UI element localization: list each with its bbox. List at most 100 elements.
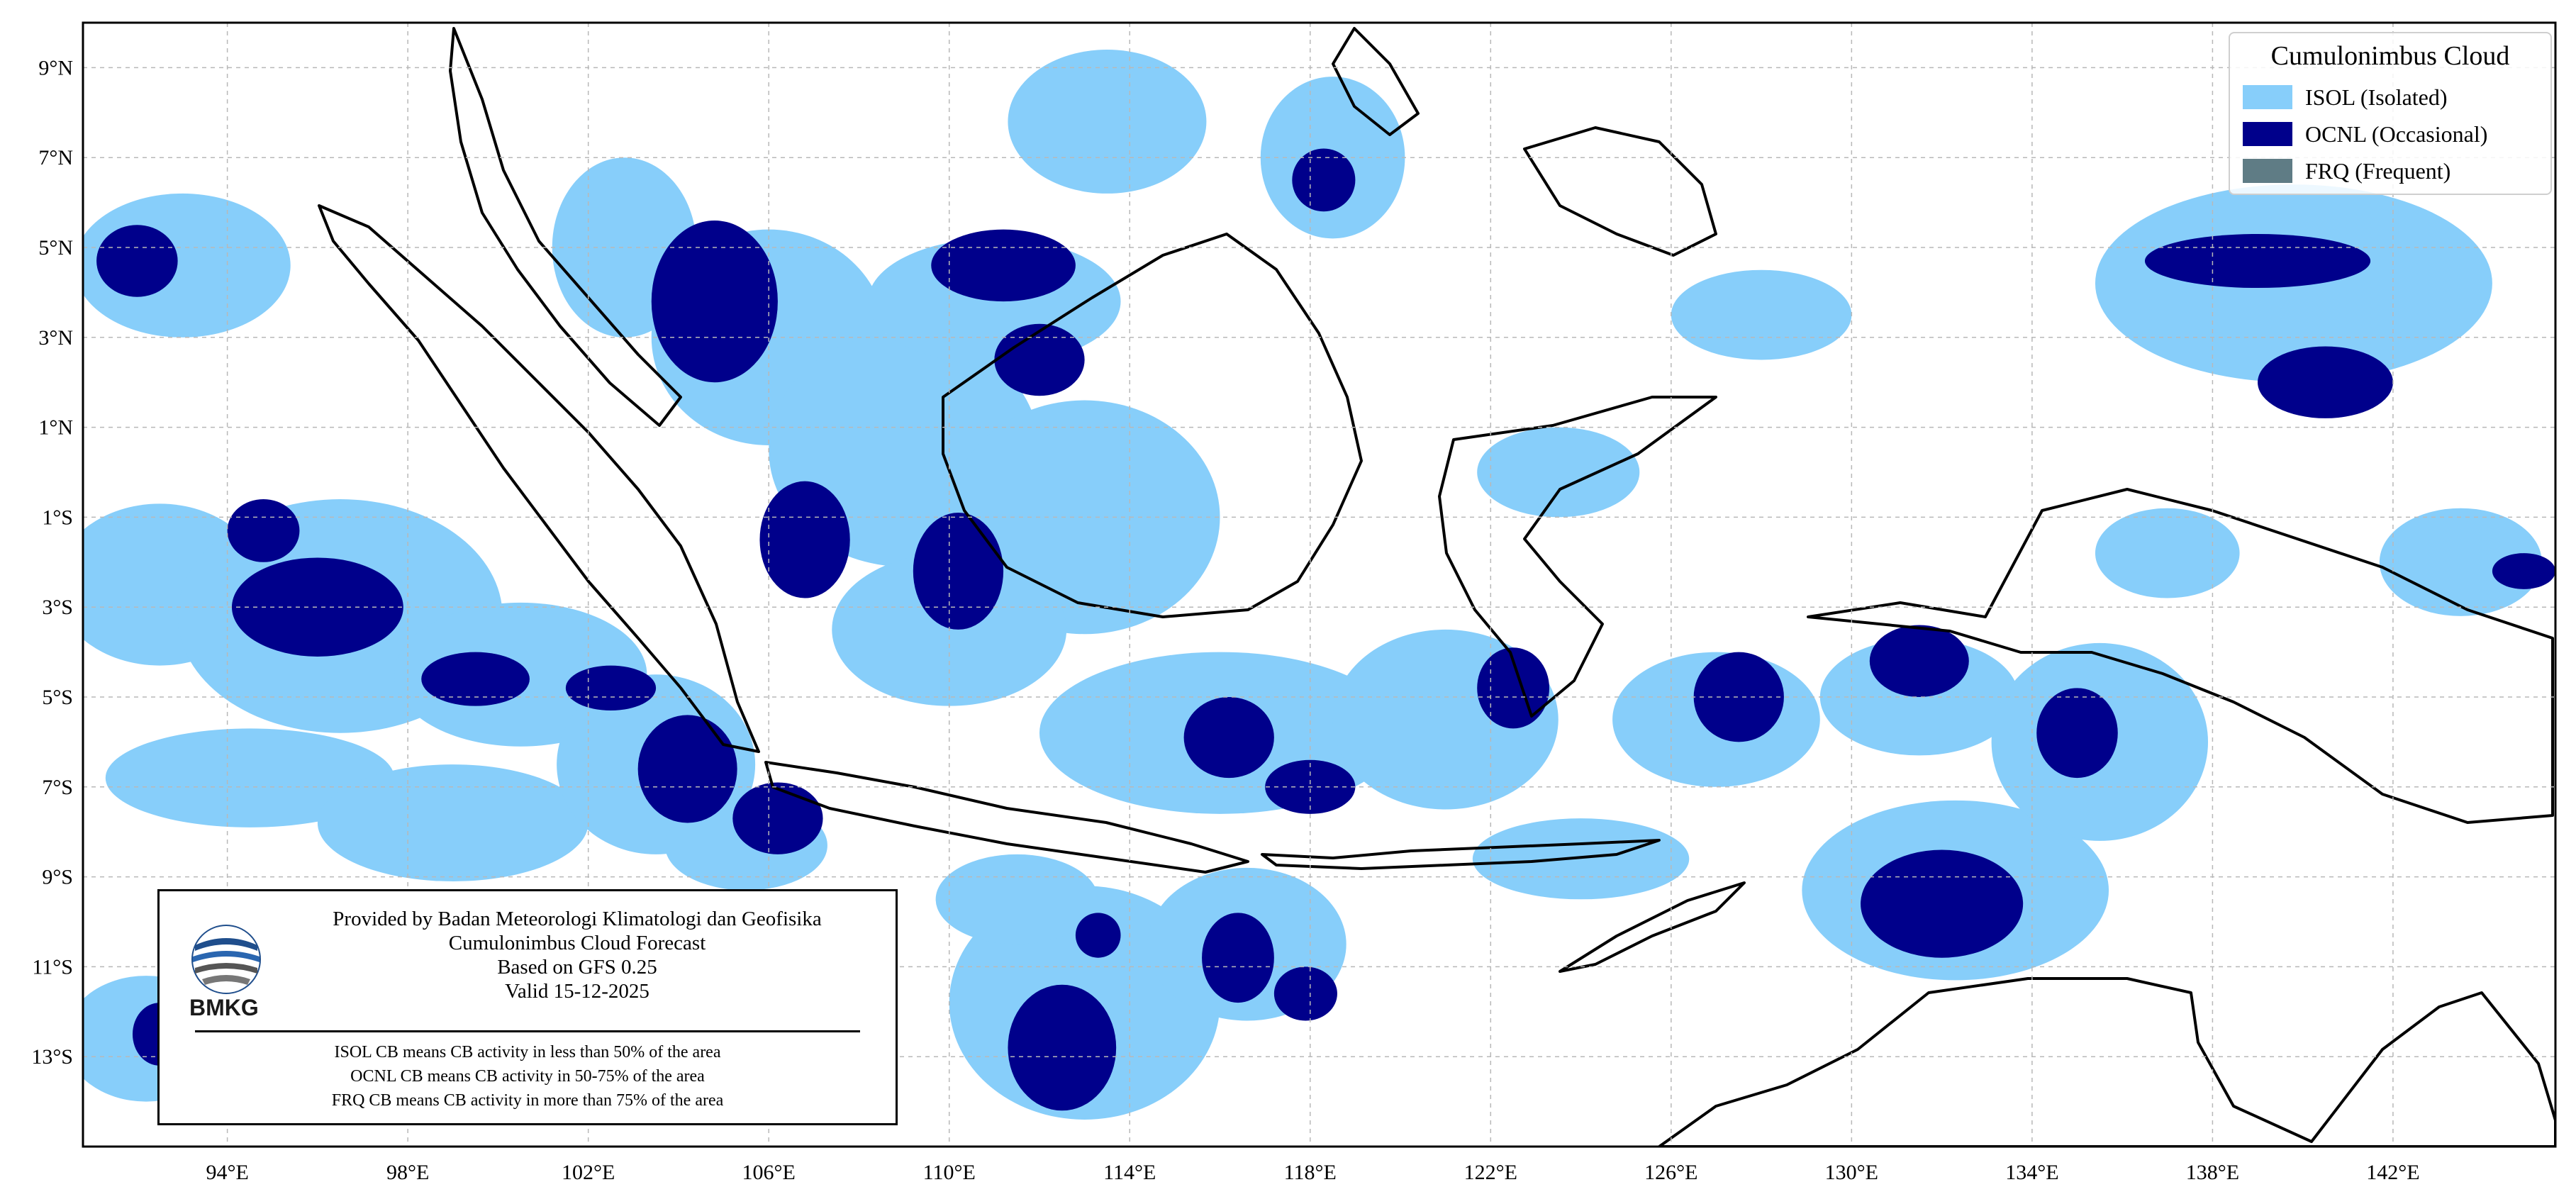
- lesser-sunda-coast: [1261, 839, 1661, 870]
- longitude-tick-label: 122°E: [1464, 1161, 1517, 1184]
- ocnl-cell-21: [2036, 688, 2118, 779]
- philippines-coast: [1332, 27, 1420, 136]
- latitude-tick-label: 7°S: [42, 776, 73, 799]
- ocnl-cell-24: [2492, 553, 2555, 589]
- info-valid-date: Valid 15-12-2025: [505, 980, 649, 1003]
- isol-cell-5: [317, 764, 589, 881]
- ocnl-cell-17: [1273, 966, 1337, 1021]
- ocnl-cell-0: [96, 225, 178, 297]
- legend-item-ocnl: OCNL (Occasional): [2243, 116, 2538, 152]
- ocnl-cell-2: [227, 499, 300, 562]
- borneo-coast: [942, 233, 1363, 618]
- legend-label-ocnl: OCNL (Occasional): [2305, 121, 2488, 147]
- ocnl-cell-20: [1861, 849, 2024, 958]
- ocnl-cell-12: [1183, 697, 1274, 779]
- coastlines: [318, 27, 2555, 1147]
- ocnl-cell-6: [732, 782, 823, 854]
- legend-swatch-isol: [2243, 85, 2292, 109]
- legend-swatch-frq: [2243, 159, 2292, 183]
- ocnl-cell-8: [759, 481, 850, 598]
- ocnl-cell-1: [231, 557, 403, 657]
- ocnl-cell-7: [651, 220, 778, 383]
- latitude-tick-label: 9°S: [42, 866, 73, 889]
- longitude-tick-label: 142°E: [2366, 1161, 2419, 1184]
- isol-cell-26: [1671, 269, 1852, 360]
- latitude-tick-label: 13°S: [31, 1045, 73, 1069]
- ocnl-cloud-layer: [96, 148, 2555, 1111]
- info-lines: Provided by Badan Meteorologi Klimatolog…: [273, 907, 881, 1003]
- malay-peninsula-coast: [449, 27, 682, 427]
- latitude-tick-label: 11°S: [32, 955, 73, 979]
- info-provider: Provided by Badan Meteorologi Klimatolog…: [333, 908, 822, 930]
- sulawesi-coast: [1438, 396, 1717, 718]
- isol-cell-31: [1472, 818, 1690, 900]
- ocnl-cell-9: [913, 513, 1004, 630]
- legend-swatch-ocnl: [2243, 122, 2292, 146]
- latitude-tick-label: 3°N: [38, 326, 73, 350]
- longitude-tick-label: 134°E: [2005, 1161, 2058, 1184]
- ocnl-cell-18: [1693, 652, 1784, 742]
- info-product: Cumulonimbus Cloud Forecast: [448, 932, 706, 954]
- isol-cell-28: [2095, 508, 2240, 598]
- longitude-tick-label: 118°E: [1284, 1161, 1337, 1184]
- ocnl-cell-16: [1075, 913, 1121, 958]
- legend-title: Cumulonimbus Cloud: [2270, 41, 2510, 71]
- latitude-tick-label: 5°S: [42, 686, 73, 709]
- latitude-tick-label: 1°S: [42, 506, 73, 529]
- java-coast: [764, 761, 1249, 874]
- isol-cell-14: [1008, 50, 1207, 194]
- legend-item-frq: FRQ (Frequent): [2243, 152, 2538, 189]
- legend-label-frq: FRQ (Frequent): [2305, 157, 2451, 184]
- isol-cell-27: [1477, 427, 1640, 518]
- longitude-tick-labels: 94°E 98°E 102°E 106°E 110°E 114°E 118°E 122°E 12…: [206, 1161, 2419, 1184]
- ocnl-cell-15: [1202, 913, 1274, 1003]
- isol-cell-25: [2379, 508, 2542, 616]
- longitude-tick-label: 114°E: [1103, 1161, 1156, 1184]
- legend-item-isol: ISOL (Isolated): [2243, 79, 2538, 116]
- note-ocnl: OCNL CB means CB activity in 50-75% of t…: [350, 1067, 705, 1086]
- latitude-tick-label: 1°N: [38, 416, 73, 440]
- ocnl-cell-10: [931, 229, 1076, 302]
- info-notes: ISOL CB means CB activity in less than 5…: [160, 1040, 896, 1113]
- note-isol: ISOL CB means CB activity in less than 5…: [334, 1043, 721, 1061]
- longitude-tick-label: 102°E: [562, 1161, 615, 1184]
- latitude-tick-label: 9°N: [38, 56, 73, 79]
- bmkg-logo-icon: [191, 925, 261, 994]
- longitude-tick-label: 106°E: [742, 1161, 796, 1184]
- ocnl-cell-3: [421, 652, 530, 706]
- timor-coast: [1559, 881, 1746, 973]
- isol-cell-18: [935, 854, 1098, 944]
- ocnl-cell-5: [637, 715, 737, 823]
- longitude-tick-label: 94°E: [206, 1161, 248, 1184]
- longitude-tick-label: 110°E: [923, 1161, 976, 1184]
- graticule: [83, 23, 2555, 1147]
- legend: Cumulonimbus Cloud ISOL (Isolated) OCNL …: [2229, 32, 2552, 195]
- ocnl-cell-4: [565, 665, 657, 711]
- note-frq: FRQ CB means CB activity in more than 75…: [331, 1091, 724, 1110]
- mindanao-coast: [1523, 126, 1717, 257]
- longitude-tick-label: 138°E: [2186, 1161, 2239, 1184]
- info-model: Based on GFS 0.25: [497, 956, 657, 979]
- info-box: BMKG Provided by Badan Meteorologi Klima…: [157, 889, 898, 1125]
- bmkg-logo-text: BMKG: [189, 995, 259, 1020]
- map-frame: [82, 21, 2557, 1148]
- latitude-tick-label: 3°S: [42, 596, 73, 619]
- longitude-tick-label: 126°E: [1644, 1161, 1697, 1184]
- latitude-tick-labels: 9°N 7°N 5°N 3°N 1°N 1°S 3°S 5°S 7°S 9°S 11°S 13°S: [31, 56, 73, 1069]
- new-guinea-coast: [1807, 488, 2554, 824]
- australia-coast: [1658, 977, 2555, 1147]
- ocnl-cell-23: [2258, 346, 2393, 418]
- info-divider: [195, 1030, 860, 1032]
- bmkg-logo: BMKG: [189, 924, 263, 1023]
- latitude-tick-label: 5°N: [38, 236, 73, 260]
- ocnl-cell-22: [2144, 233, 2371, 289]
- longitude-tick-label: 130°E: [1825, 1161, 1878, 1184]
- isol-cell-4: [105, 728, 395, 827]
- sumatra-coast: [318, 204, 760, 753]
- longitude-tick-label: 98°E: [386, 1161, 429, 1184]
- ocnl-cell-25: [1477, 647, 1550, 729]
- latitude-tick-label: 7°N: [38, 146, 73, 169]
- ocnl-cell-14: [1008, 984, 1117, 1111]
- ocnl-cell-19: [1869, 625, 1969, 698]
- ocnl-cell-11: [994, 323, 1085, 396]
